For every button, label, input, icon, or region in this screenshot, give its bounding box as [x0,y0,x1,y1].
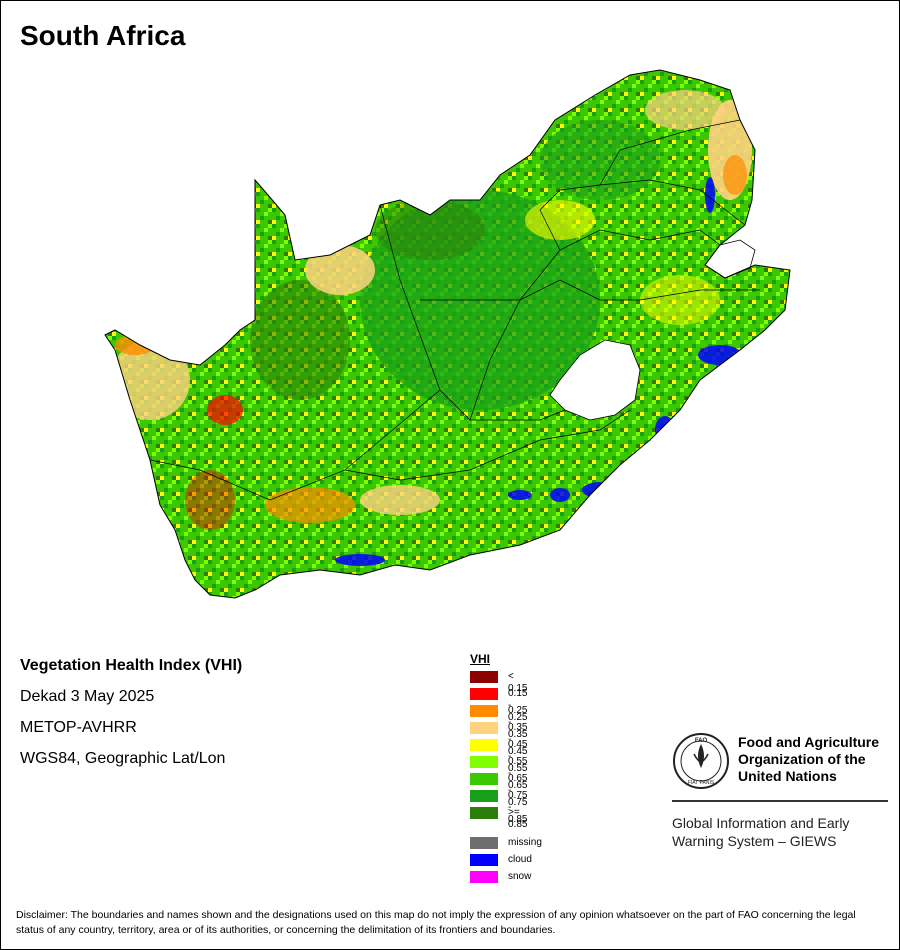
fao-logo-text: FAO [695,738,708,744]
legend-label: 0.25 - 0.35 [508,705,528,740]
legend-classes: < 0.15 0.15 - 0.25 0.25 - 0.35 0.35 - 0.45 0… [470,670,527,830]
legend-item: >= 0.85 [470,806,527,830]
legend-label: 0.65 - 0.75 [508,773,528,808]
legend-swatch [470,739,498,751]
legend-swatch [470,773,498,785]
giews-line1: Global Information and Early [672,815,850,831]
legend-swatch [470,705,498,717]
legend-item: 0.75 - 0.85 [470,789,527,825]
period-label: Dekad 3 May 2025 [20,688,155,705]
country-boundary [104,69,791,599]
legend-item: 0.15 - 0.25 [470,687,527,723]
divider [672,800,888,802]
legend-swatch [470,807,498,819]
legend-label: snow [508,871,532,882]
province-boundaries [149,119,760,501]
legend-item: missing [470,836,542,853]
projection-label: WGS84, Geographic Lat/Lon [20,750,226,767]
vhi-raster [105,70,790,598]
legend-item: snow [470,870,531,887]
legend-title: VHI [470,652,491,666]
org-name: Food and Agriculture Organization of the… [738,734,898,785]
legend-item: cloud [470,853,532,870]
map-title: South Africa [20,20,186,51]
legend-swatch [470,854,498,866]
legend-label: 0.35 - 0.45 [508,722,528,757]
sensor-label: METOP-AVHRR [20,719,137,736]
legend-item: 0.35 - 0.45 [470,721,527,757]
vhi-map [104,69,791,599]
giews-line2: Warning System – GIEWS [672,833,837,849]
fao-branding: FIAT PANIS FAO Food and Agriculture Orga… [672,732,888,849]
legend-swatch [470,688,498,700]
legend-swatch [470,671,498,683]
legend-swatch [470,756,498,768]
legend-label: 0.15 - 0.25 [508,688,528,723]
legend-swatch [470,871,498,883]
legend-extra: missing cloud snow [470,836,542,887]
giews-label: Global Information and Early Warning Sys… [672,814,888,850]
legend-label: 0.45 - 0.55 [508,739,528,774]
legend: VHI < 0.15 0.15 - 0.25 0.25 - 0.35 0.35 - 0… [470,652,542,887]
org-name-line1: Food and Agriculture [738,734,880,750]
org-name-line2: Organization of the [738,751,866,767]
org-name-line3: United Nations [738,768,837,784]
map-info: Vegetation Health Index (VHI) Dekad 3 Ma… [20,656,242,780]
legend-swatch [470,790,498,802]
fao-logo-icon: FIAT PANIS FAO [673,733,729,789]
index-name: Vegetation Health Index (VHI) [20,657,243,674]
legend-label: cloud [508,854,532,865]
legend-item: 0.45 - 0.55 [470,738,527,774]
lesotho-area [549,339,641,421]
legend-item: 0.55 - 0.65 [470,755,527,791]
legend-label: >= 0.85 [508,807,528,830]
legend-item: 0.25 - 0.35 [470,704,527,740]
legend-swatch [470,722,498,734]
legend-item: 0.65 - 0.75 [470,772,527,808]
fao-motto: FIAT PANIS [688,780,715,786]
legend-item: < 0.15 [470,670,527,694]
legend-label: 0.75 - 0.85 [508,790,528,825]
legend-label: 0.55 - 0.65 [508,756,528,791]
disclaimer: Disclaimer: The boundaries and names sho… [16,909,856,936]
legend-label: < 0.15 [508,671,528,694]
legend-swatch [470,837,498,849]
legend-label: missing [508,837,542,848]
